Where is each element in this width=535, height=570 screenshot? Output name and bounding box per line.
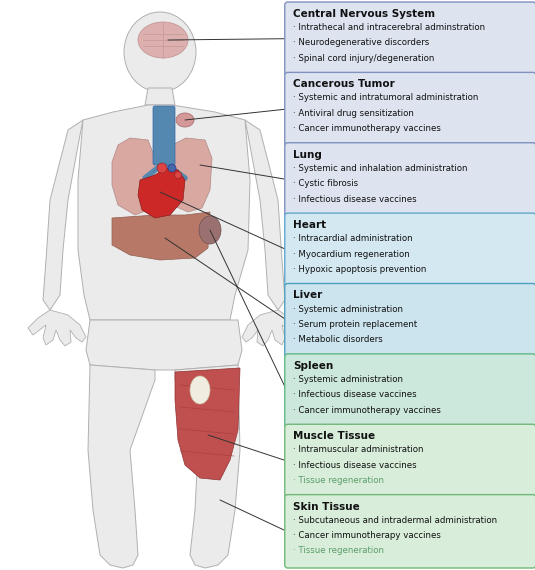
Polygon shape	[245, 120, 285, 310]
Text: Muscle Tissue: Muscle Tissue	[293, 431, 375, 441]
Text: Liver: Liver	[293, 291, 322, 300]
Polygon shape	[175, 365, 240, 568]
FancyBboxPatch shape	[285, 495, 535, 568]
Ellipse shape	[157, 163, 167, 173]
Text: · Spinal cord injury/degeneration: · Spinal cord injury/degeneration	[293, 54, 434, 63]
Text: · Systemic and inhalation administration: · Systemic and inhalation administration	[293, 164, 467, 173]
Text: · Systemic administration: · Systemic administration	[293, 304, 403, 314]
FancyBboxPatch shape	[285, 72, 535, 146]
Text: · Antiviral drug sensitization: · Antiviral drug sensitization	[293, 109, 414, 118]
Text: · Myocardium regeneration: · Myocardium regeneration	[293, 250, 409, 259]
Text: · Systemic administration: · Systemic administration	[293, 375, 403, 384]
Text: · Intracardial administration: · Intracardial administration	[293, 234, 412, 243]
FancyBboxPatch shape	[285, 213, 535, 287]
FancyBboxPatch shape	[285, 424, 535, 498]
Polygon shape	[88, 365, 155, 568]
Text: · Tissue regeneration: · Tissue regeneration	[293, 547, 384, 556]
FancyBboxPatch shape	[285, 2, 535, 75]
Polygon shape	[138, 168, 185, 218]
Text: Spleen: Spleen	[293, 361, 333, 371]
Text: · Cancer immunotherapy vaccines: · Cancer immunotherapy vaccines	[293, 124, 441, 133]
Text: · Tissue regeneration: · Tissue regeneration	[293, 476, 384, 485]
Polygon shape	[28, 310, 86, 346]
Text: · Neurodegenerative discorders: · Neurodegenerative discorders	[293, 38, 429, 47]
FancyBboxPatch shape	[153, 106, 175, 165]
Polygon shape	[43, 120, 83, 310]
Text: Cancerous Tumor: Cancerous Tumor	[293, 79, 394, 89]
Ellipse shape	[199, 216, 221, 244]
Text: · Intrathecal and intracerebral adminstration: · Intrathecal and intracerebral adminstr…	[293, 23, 485, 32]
FancyBboxPatch shape	[285, 283, 535, 357]
Text: Heart: Heart	[293, 220, 326, 230]
Ellipse shape	[176, 113, 194, 127]
Text: Central Nervous System: Central Nervous System	[293, 9, 435, 19]
Text: · Cancer immunotherapy vaccines: · Cancer immunotherapy vaccines	[293, 531, 441, 540]
Polygon shape	[145, 88, 175, 105]
Polygon shape	[242, 310, 300, 346]
Ellipse shape	[190, 376, 210, 404]
Text: · Cystic fibrosis: · Cystic fibrosis	[293, 179, 358, 188]
Text: · Cancer immunotherapy vaccines: · Cancer immunotherapy vaccines	[293, 406, 441, 415]
FancyBboxPatch shape	[285, 142, 535, 216]
FancyBboxPatch shape	[285, 354, 535, 428]
Polygon shape	[165, 138, 212, 212]
Text: · Intramuscular administration: · Intramuscular administration	[293, 445, 423, 454]
Polygon shape	[112, 138, 155, 215]
Ellipse shape	[138, 22, 188, 58]
Text: · Infectious disease vaccines: · Infectious disease vaccines	[293, 390, 416, 400]
Text: · Metabolic disorders: · Metabolic disorders	[293, 335, 383, 344]
Text: Skin Tissue: Skin Tissue	[293, 502, 360, 512]
Text: · Subcutaneous and intradermal administration: · Subcutaneous and intradermal administr…	[293, 516, 497, 524]
Polygon shape	[112, 212, 210, 260]
Text: · Hypoxic apoptosis prevention: · Hypoxic apoptosis prevention	[293, 265, 426, 274]
Text: · Infectious disease vaccines: · Infectious disease vaccines	[293, 461, 416, 470]
Polygon shape	[175, 368, 240, 480]
Polygon shape	[78, 105, 250, 320]
Ellipse shape	[174, 172, 181, 178]
Polygon shape	[86, 320, 242, 370]
Ellipse shape	[124, 12, 196, 92]
Text: · Infectious disease vaccines: · Infectious disease vaccines	[293, 194, 416, 203]
Ellipse shape	[168, 164, 176, 172]
Text: · Serum protein replacement: · Serum protein replacement	[293, 320, 417, 329]
Text: Lung: Lung	[293, 150, 322, 160]
Text: · Systemic and intratumoral administration: · Systemic and intratumoral administrati…	[293, 93, 478, 103]
